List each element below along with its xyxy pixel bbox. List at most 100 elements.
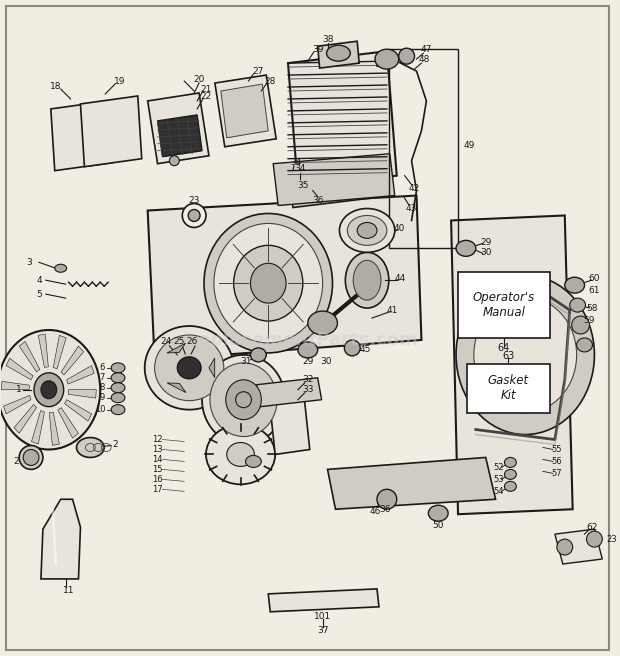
Text: 29: 29 <box>302 358 314 366</box>
Ellipse shape <box>357 222 377 238</box>
Polygon shape <box>327 457 495 509</box>
Ellipse shape <box>399 48 415 64</box>
Text: 13: 13 <box>153 445 163 454</box>
Ellipse shape <box>474 297 577 413</box>
Ellipse shape <box>206 424 275 484</box>
Ellipse shape <box>246 455 262 468</box>
Ellipse shape <box>344 340 360 356</box>
Text: 1: 1 <box>16 385 22 394</box>
FancyBboxPatch shape <box>458 272 550 338</box>
Polygon shape <box>50 412 60 445</box>
Ellipse shape <box>23 449 39 465</box>
Text: 31: 31 <box>241 358 252 366</box>
Text: 61: 61 <box>588 285 600 295</box>
Polygon shape <box>157 115 202 157</box>
Ellipse shape <box>572 316 590 334</box>
Text: 60: 60 <box>588 274 600 283</box>
Polygon shape <box>148 93 209 164</box>
Text: 21: 21 <box>200 85 211 94</box>
Text: 24: 24 <box>161 337 172 346</box>
Text: 12: 12 <box>153 435 163 444</box>
Text: 8: 8 <box>100 383 105 392</box>
Polygon shape <box>288 51 397 188</box>
Text: 39: 39 <box>312 45 324 54</box>
Text: 36: 36 <box>379 504 391 514</box>
Text: eplacementParts.com: eplacementParts.com <box>198 331 418 349</box>
Text: 6: 6 <box>100 363 105 373</box>
Polygon shape <box>268 385 310 455</box>
Polygon shape <box>66 365 94 384</box>
Polygon shape <box>148 195 422 360</box>
Polygon shape <box>6 358 33 380</box>
Ellipse shape <box>19 445 43 470</box>
Polygon shape <box>32 411 45 444</box>
Text: 14: 14 <box>153 455 163 464</box>
Text: 10: 10 <box>95 405 105 414</box>
Ellipse shape <box>111 363 125 373</box>
Ellipse shape <box>298 342 317 358</box>
Ellipse shape <box>111 405 125 415</box>
Text: 49: 49 <box>464 141 476 150</box>
Text: 29: 29 <box>480 238 492 247</box>
Ellipse shape <box>76 438 104 457</box>
Text: 45: 45 <box>360 346 371 354</box>
Ellipse shape <box>111 393 125 403</box>
Text: 58: 58 <box>587 304 598 313</box>
Ellipse shape <box>0 330 100 449</box>
Ellipse shape <box>226 380 262 420</box>
Ellipse shape <box>505 457 516 468</box>
Text: 25: 25 <box>174 337 185 346</box>
Text: 37: 37 <box>317 626 329 635</box>
Text: 57: 57 <box>552 469 562 478</box>
FancyBboxPatch shape <box>467 364 550 413</box>
Ellipse shape <box>214 224 322 343</box>
Text: Operator's
Manual: Operator's Manual <box>473 291 535 319</box>
Text: 48: 48 <box>418 54 430 64</box>
Text: 15: 15 <box>153 465 163 474</box>
Ellipse shape <box>505 482 516 491</box>
Text: 33: 33 <box>302 385 314 394</box>
Text: 101: 101 <box>314 612 331 621</box>
Text: 55: 55 <box>552 445 562 454</box>
Text: 40: 40 <box>394 224 405 233</box>
Polygon shape <box>273 154 395 205</box>
Polygon shape <box>257 378 322 407</box>
Ellipse shape <box>327 45 350 61</box>
Polygon shape <box>41 499 81 579</box>
Ellipse shape <box>570 298 585 312</box>
Text: 64: 64 <box>498 342 510 353</box>
Polygon shape <box>167 383 186 392</box>
Ellipse shape <box>144 326 234 409</box>
Polygon shape <box>221 84 268 138</box>
Text: 43: 43 <box>406 204 417 213</box>
Text: 11: 11 <box>63 586 74 596</box>
Ellipse shape <box>345 253 389 308</box>
Ellipse shape <box>377 489 397 509</box>
Ellipse shape <box>210 363 277 436</box>
Ellipse shape <box>505 470 516 480</box>
Ellipse shape <box>565 277 585 293</box>
Ellipse shape <box>111 373 125 382</box>
Polygon shape <box>209 358 215 377</box>
Text: 50: 50 <box>433 521 444 529</box>
Text: 5: 5 <box>36 290 42 298</box>
Ellipse shape <box>169 155 179 166</box>
Polygon shape <box>14 405 37 434</box>
Text: 9: 9 <box>100 393 105 402</box>
Ellipse shape <box>55 264 66 272</box>
Polygon shape <box>58 407 78 438</box>
Ellipse shape <box>234 245 303 321</box>
Text: 38: 38 <box>322 35 334 44</box>
Ellipse shape <box>236 392 252 407</box>
Ellipse shape <box>428 505 448 521</box>
Ellipse shape <box>308 311 337 335</box>
Text: 36: 36 <box>312 196 324 205</box>
Ellipse shape <box>250 263 286 303</box>
Text: 35: 35 <box>297 181 309 190</box>
Text: 34: 34 <box>290 158 301 167</box>
Text: 2: 2 <box>14 457 19 466</box>
Ellipse shape <box>204 213 332 353</box>
Text: 34: 34 <box>294 164 306 173</box>
Polygon shape <box>1 381 30 390</box>
Polygon shape <box>64 400 92 421</box>
